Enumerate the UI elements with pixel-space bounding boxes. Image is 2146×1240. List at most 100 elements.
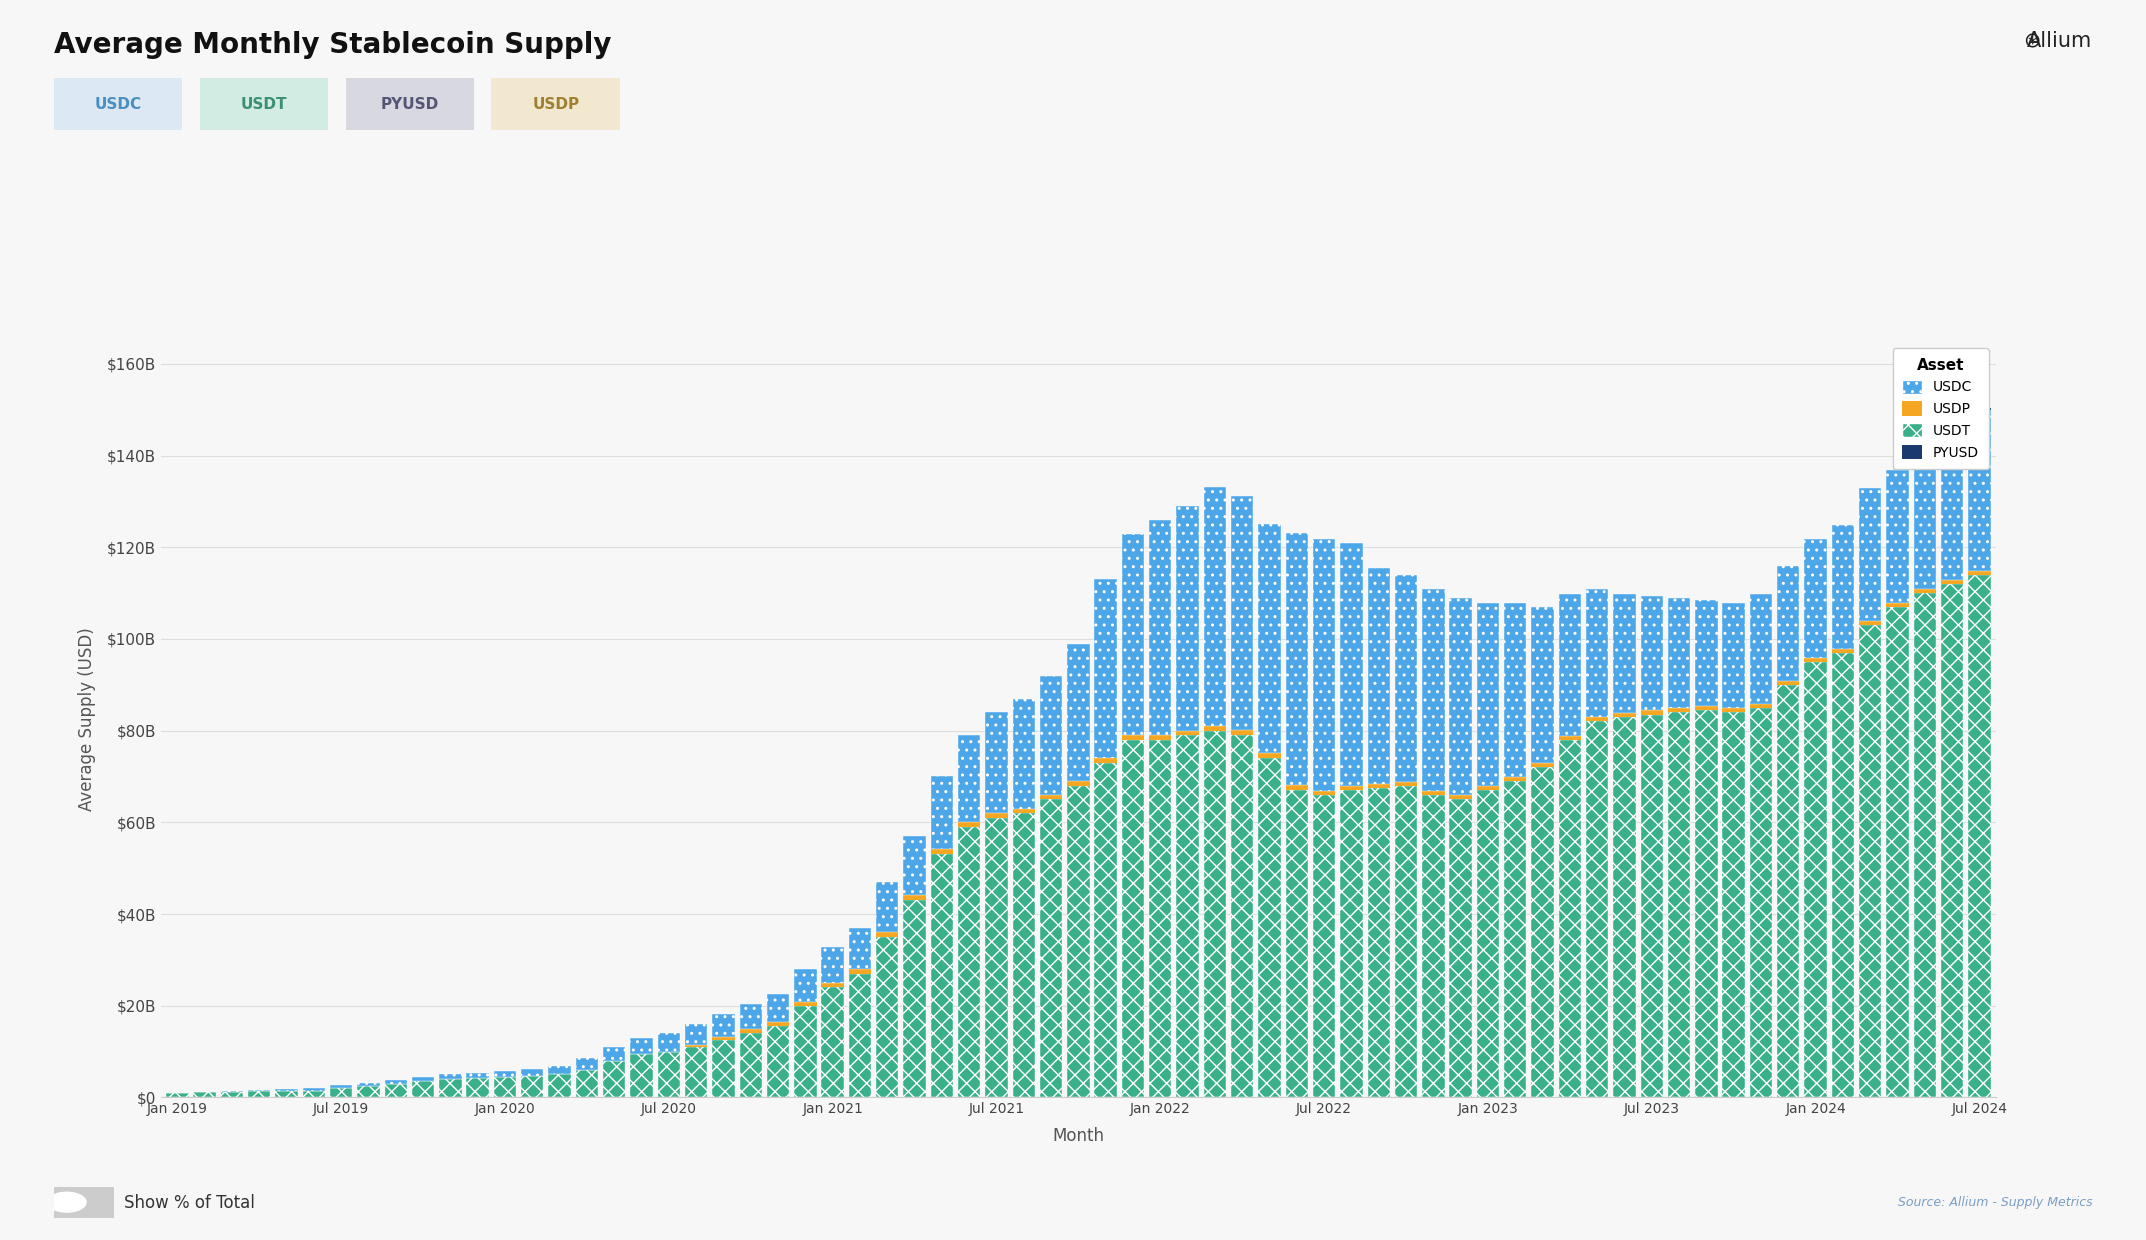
Bar [1914,443,1936,589]
Text: Allium: Allium [2028,31,2092,51]
Bar [1504,777,1526,781]
Bar [549,1066,571,1075]
Bar [1013,813,1034,1097]
Circle shape [47,1193,86,1213]
Bar [848,973,871,1097]
Bar [1940,424,1964,580]
Bar [1886,603,1908,606]
FancyBboxPatch shape [481,76,631,133]
Text: PYUSD: PYUSD [380,97,440,112]
Bar [603,1047,624,1060]
Bar [384,1080,408,1084]
Bar [766,1027,790,1097]
Bar [494,1071,517,1078]
Bar [1067,644,1090,781]
Bar [575,1059,599,1070]
Bar [685,1047,708,1097]
Bar [249,1090,270,1091]
Bar [1586,718,1607,722]
Bar [766,994,790,1022]
Bar [1041,800,1062,1097]
Bar [1367,568,1391,784]
Bar [712,1037,734,1040]
Bar [330,1085,352,1089]
Bar [685,1044,708,1047]
Bar [1886,606,1908,1097]
Bar [794,1002,815,1006]
Bar [1395,781,1416,786]
Bar [1341,543,1363,786]
FancyBboxPatch shape [41,1183,127,1220]
Bar [1449,795,1472,800]
Bar [466,1078,489,1097]
Legend: USDC, USDP, USDT, PYUSD: USDC, USDP, USDT, PYUSD [1893,348,1989,470]
Bar [1614,717,1635,1097]
Bar [631,1054,652,1097]
Bar [275,1091,298,1097]
Bar [1395,575,1416,781]
FancyBboxPatch shape [43,76,193,133]
Y-axis label: Average Supply (USD): Average Supply (USD) [77,627,97,811]
Bar [931,776,953,849]
Bar [440,1075,461,1079]
Bar [1067,786,1090,1097]
Bar [1204,730,1225,1097]
FancyBboxPatch shape [189,76,339,133]
Bar [1749,708,1773,1097]
Bar [1204,487,1225,725]
Bar [1667,712,1691,1097]
Bar [931,854,953,1097]
Bar [1858,625,1882,1097]
Bar [384,1084,408,1097]
Bar [1558,740,1582,1097]
Bar [1532,768,1554,1097]
Bar [1094,758,1116,763]
Bar [1122,735,1144,740]
Bar [848,928,871,968]
Bar [957,735,981,822]
Bar [1041,795,1062,800]
Bar [1886,470,1908,603]
Bar [1148,735,1172,740]
Bar [1940,584,1964,1097]
Bar [1695,600,1717,706]
Bar [1558,735,1582,740]
Bar [412,1081,433,1097]
Bar [740,1029,762,1033]
Bar [221,1092,242,1097]
Bar [275,1089,298,1091]
Bar [1805,657,1826,662]
Bar [794,1006,815,1097]
Bar [712,1014,734,1037]
Bar [165,1092,189,1097]
Bar [1341,790,1363,1097]
Bar [1640,711,1663,714]
Bar [575,1070,599,1097]
Bar [521,1069,543,1076]
Bar [876,932,899,937]
Bar [1914,589,1936,593]
Bar [440,1079,461,1097]
Bar [1858,621,1882,625]
Bar [1423,589,1444,791]
Text: USDT: USDT [240,97,288,112]
Bar [303,1089,324,1090]
Bar [1232,496,1253,730]
Bar [1258,753,1281,758]
Bar [1232,730,1253,735]
Bar [1614,713,1635,717]
Bar [1395,786,1416,1097]
Bar [1094,763,1116,1097]
Bar [876,882,899,932]
Bar [1723,712,1745,1097]
Bar [1176,735,1200,1097]
Bar [1777,681,1800,684]
Bar [603,1060,624,1097]
Bar [657,1052,680,1097]
Bar [1258,758,1281,1097]
Bar [1777,684,1800,1097]
Bar [1586,589,1607,718]
Bar [931,849,953,854]
Bar [1341,786,1363,790]
Bar [1122,533,1144,735]
